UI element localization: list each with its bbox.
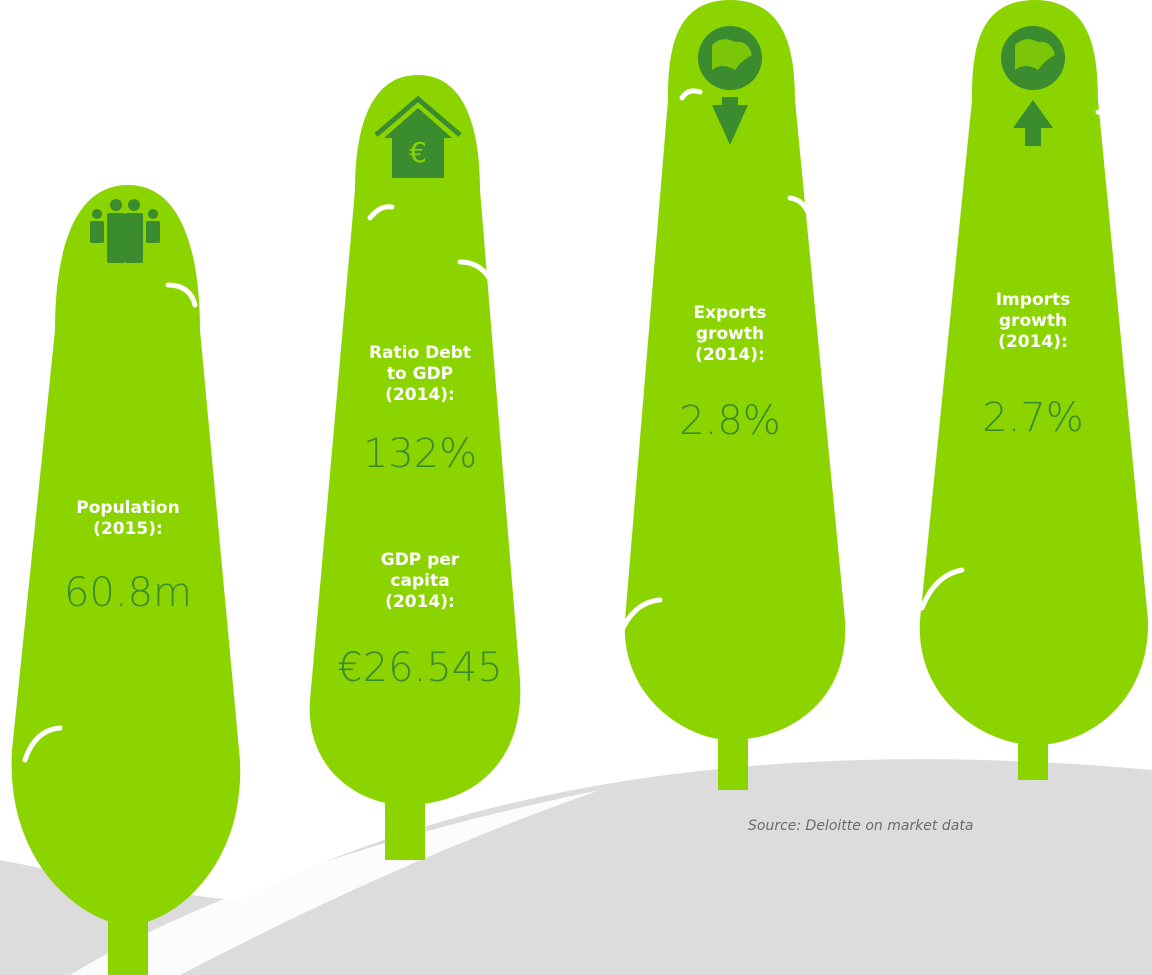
trunk	[385, 800, 425, 860]
house-euro-icon: €	[374, 95, 462, 178]
ground-highlight	[70, 790, 600, 975]
tree-exports	[619, 0, 846, 790]
svg-text:€: €	[409, 136, 427, 169]
population-value: 60.8m	[63, 570, 193, 616]
curl	[679, 88, 703, 101]
debt-gdp-label: Ratio Debt to GDP (2014):	[368, 343, 472, 405]
globe-arrow-up-icon	[1001, 26, 1065, 146]
tree-canopy	[624, 0, 846, 740]
tree-debt-gdp: €	[309, 75, 521, 860]
population-label: Population (2015):	[76, 498, 180, 539]
tree-imports	[919, 0, 1149, 780]
curl	[919, 567, 965, 611]
tree-population	[11, 185, 241, 975]
curl	[367, 204, 395, 221]
tree-canopy	[309, 75, 521, 805]
imports-label: Imports growth (2014):	[995, 290, 1071, 352]
tree-canopy	[11, 185, 241, 925]
exports-value: 2.8%	[679, 398, 781, 444]
imports-value: 2.7%	[982, 395, 1084, 441]
curl	[1095, 109, 1118, 133]
curl	[22, 725, 63, 763]
debt-gdp-value: 132%	[362, 431, 478, 477]
ground-hill	[0, 759, 1152, 975]
exports-label: Exports growth (2014):	[693, 303, 767, 365]
curl	[619, 597, 663, 633]
curl	[457, 259, 498, 293]
source-note: Source: Deloitte on market data	[748, 818, 974, 834]
people-icon	[90, 199, 160, 263]
gdp-per-capita-value: €26.545	[337, 645, 503, 691]
curl	[787, 195, 813, 221]
curl	[165, 282, 198, 308]
globe-arrow-down-icon	[698, 26, 762, 145]
gdp-per-capita-label: GDP per capita (2014):	[380, 550, 460, 612]
tree-canopy	[919, 0, 1149, 745]
